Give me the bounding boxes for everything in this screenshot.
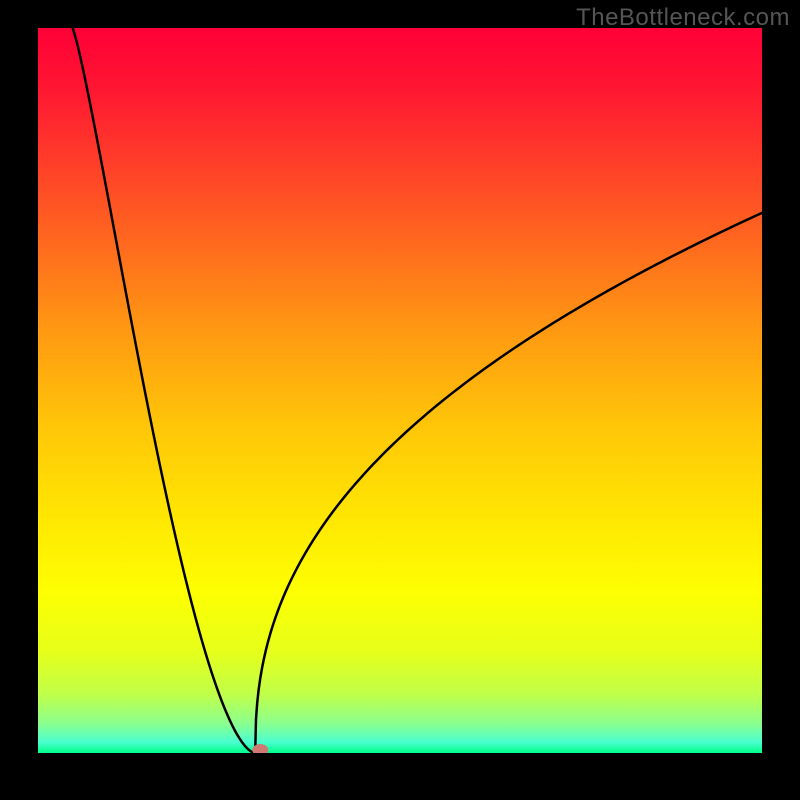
chart-root: TheBottleneck.com (0, 0, 800, 800)
plot-area (38, 28, 762, 753)
gradient-background (38, 28, 762, 753)
watermark-text: TheBottleneck.com (576, 4, 790, 32)
plot-svg (38, 28, 762, 753)
